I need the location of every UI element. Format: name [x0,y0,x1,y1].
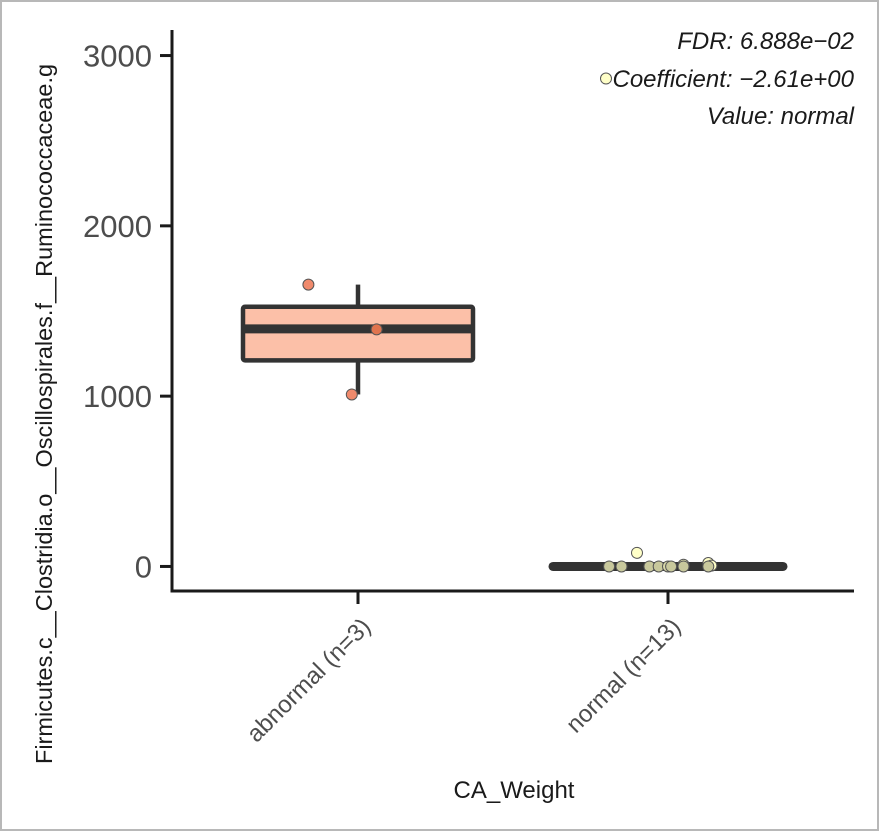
data-point [302,278,315,291]
data-point [345,388,358,401]
data-point [600,72,612,85]
y-tick-label: 0 [135,549,152,584]
y-tick-label: 1000 [83,379,152,414]
annotation-value: Value: normal [707,103,855,130]
data-point [702,560,715,573]
x-ticks: abnormal (n=3) normal (n=13) [242,592,686,748]
y-tick-label: 3000 [83,39,152,74]
y-axis-title: Firmicutes.c__Clostridia.o__Oscillospira… [31,64,57,764]
x-tick-label: normal (n=13) [561,613,686,738]
y-ticks: 0 1000 2000 3000 [83,39,172,584]
data-point [665,560,678,573]
data-points [302,72,718,573]
data-point [603,560,616,573]
box-0 [240,284,476,395]
data-point [370,323,383,336]
box-iqr [240,304,476,363]
y-tick-label: 2000 [83,209,152,244]
x-tick-label: abnormal (n=3) [242,613,377,748]
annotation-fdr: FDR: 6.888e−02 [677,28,854,55]
data-point [615,560,628,573]
data-point [677,560,690,573]
data-point [631,546,643,559]
annotation-coefficient: Coefficient: −2.61e+00 [612,66,854,93]
boxes [240,284,788,571]
x-axis-title: CA_Weight [454,777,575,804]
